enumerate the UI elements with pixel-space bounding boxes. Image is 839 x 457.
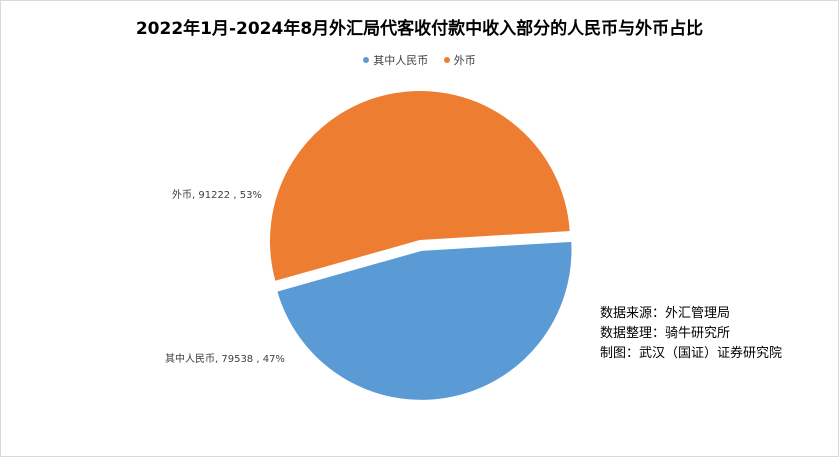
legend-label-foreign: 外币 xyxy=(453,54,476,67)
pie-slice-foreign xyxy=(268,89,572,284)
legend-item-foreign: 外币 xyxy=(443,52,476,68)
source-note-compiler: 数据整理：骑牛研究所 xyxy=(600,326,731,341)
legend-swatch-foreign xyxy=(443,57,450,63)
chart-title: 2022年1月-2024年8月外汇局代客收付款中收入部分的人民币与外币占比 xyxy=(135,19,704,39)
data-label-foreign: 外币, 91222 , 53% xyxy=(172,189,262,201)
chart-legend: 其中人民币 外币 xyxy=(0,52,839,68)
legend-item-rmb: 其中人民币 xyxy=(363,52,428,68)
pie-slice-rmb xyxy=(274,239,574,402)
data-label-rmb: 其中人民币, 79538 , 47% xyxy=(165,352,285,365)
legend-swatch-rmb xyxy=(363,57,370,63)
source-notes: 数据来源：外汇管理局 数据整理：骑牛研究所 制图：武汉（国证）证券研究院 xyxy=(600,304,782,364)
source-note-data: 数据来源：外汇管理局 xyxy=(600,306,731,321)
legend-label-rmb: 其中人民币 xyxy=(373,54,429,67)
source-note-chart-maker: 制图：武汉（国证）证券研究院 xyxy=(600,346,783,361)
